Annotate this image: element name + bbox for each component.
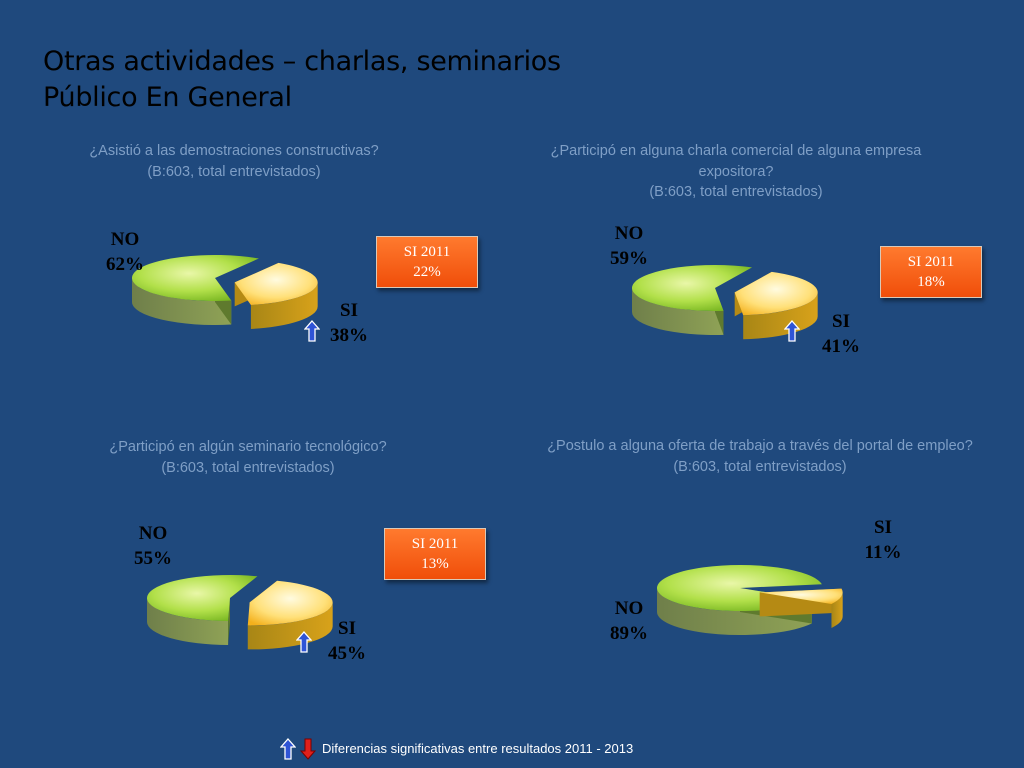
no-slice-side-2-1 bbox=[632, 288, 724, 335]
pie-chart-1 bbox=[132, 255, 318, 329]
si-slice-1 bbox=[234, 262, 318, 305]
question-1: ¿Asistió a las demostraciones constructi… bbox=[34, 141, 434, 182]
si-percent-4: 11% bbox=[864, 542, 902, 563]
badge-1-line-1: SI 2011 bbox=[403, 244, 451, 260]
si-slice-side-2-1 bbox=[743, 292, 818, 340]
si-percent-2: 41% bbox=[822, 336, 860, 357]
si-2011-badge-3: SI 2011 13% bbox=[384, 528, 486, 580]
no-label-2: NO 59% bbox=[598, 221, 660, 271]
question-1-line-1: ¿Asistió a las demostraciones constructi… bbox=[89, 143, 379, 159]
question-4: ¿Postulo a alguna oferta de trabajo a tr… bbox=[500, 436, 1020, 477]
legend-down-arrow-icon bbox=[300, 738, 316, 760]
legend-up-arrow-icon bbox=[280, 738, 296, 760]
badge-2-line-2: 18% bbox=[917, 274, 945, 290]
significance-up-arrow-icon-2 bbox=[784, 320, 800, 342]
question-2-line-2: expositora? bbox=[698, 163, 774, 180]
question-3: ¿Participó en algún seminario tecnológic… bbox=[48, 437, 448, 478]
badge-3-line-1: SI 2011 bbox=[411, 536, 459, 552]
question-1-line-2: (B:603, total entrevistados) bbox=[147, 163, 321, 180]
no-category-1: NO bbox=[110, 229, 140, 250]
si-slice-2 bbox=[734, 271, 818, 316]
question-3-line-2: (B:603, total entrevistados) bbox=[161, 459, 335, 476]
question-4-line-2: (B:603, total entrevistados) bbox=[673, 458, 847, 475]
no-slice-cut-3 bbox=[228, 598, 230, 645]
no-slice-3 bbox=[146, 575, 258, 621]
no-slice-side-1-1 bbox=[132, 278, 232, 325]
question-4-line-1: ¿Postulo a alguna oferta de trabajo a tr… bbox=[547, 438, 973, 454]
question-2-line-1: ¿Participó en alguna charla comercial de… bbox=[550, 143, 922, 159]
si-2011-badge-2: SI 2011 18% bbox=[880, 246, 982, 298]
no-percent-2: 59% bbox=[610, 248, 648, 269]
no-percent-3: 55% bbox=[134, 548, 172, 569]
significance-up-arrow-icon-3 bbox=[296, 631, 312, 653]
si-label-2: SI 41% bbox=[810, 309, 872, 359]
badge-2-line-1: SI 2011 bbox=[907, 254, 955, 270]
pie-chart-2 bbox=[632, 265, 818, 340]
page-title: Otras actividades – charlas, seminarios … bbox=[43, 44, 561, 116]
si-percent-1: 38% bbox=[330, 325, 368, 346]
si-slice-3 bbox=[247, 580, 333, 626]
no-label-3: NO 55% bbox=[122, 521, 184, 571]
no-slice-side-4-1 bbox=[657, 588, 812, 635]
si-slice-side-3-1 bbox=[247, 602, 333, 650]
badge-3-line-2: 13% bbox=[421, 556, 449, 572]
si-category-2: SI bbox=[832, 311, 850, 332]
title-line-1: Otras actividades – charlas, seminarios bbox=[43, 46, 561, 77]
si-label-1: SI 38% bbox=[318, 298, 380, 348]
si-slice-4 bbox=[759, 588, 843, 604]
no-slice-1 bbox=[132, 255, 259, 301]
si-label-4: SI 11% bbox=[852, 515, 914, 565]
no-category-3: NO bbox=[138, 523, 168, 544]
no-percent-1: 62% bbox=[106, 254, 144, 275]
question-2-line-3: (B:603, total entrevistados) bbox=[649, 184, 823, 200]
legend-text: Diferencias significativas entre resulta… bbox=[322, 741, 634, 756]
si-2011-badge-1: SI 2011 22% bbox=[376, 236, 478, 288]
significance-up-arrow-icon-1 bbox=[304, 320, 320, 342]
no-slice-2 bbox=[632, 265, 753, 311]
no-slice-side-3-1 bbox=[147, 598, 229, 645]
si-slice-side-4-1 bbox=[831, 592, 843, 628]
si-percent-3: 45% bbox=[328, 643, 366, 664]
no-percent-4: 89% bbox=[610, 623, 648, 644]
pie-chart-3 bbox=[146, 575, 333, 650]
si-category-1: SI bbox=[340, 300, 358, 321]
question-2: ¿Participó en alguna charla comercial de… bbox=[486, 141, 986, 203]
title-line-2: Público En General bbox=[43, 82, 292, 113]
question-3-line-1: ¿Participó en algún seminario tecnológic… bbox=[109, 439, 387, 455]
no-label-1: NO 62% bbox=[94, 227, 156, 277]
no-label-4: NO 89% bbox=[598, 596, 660, 646]
pie-chart-4 bbox=[657, 565, 843, 635]
si-label-3: SI 45% bbox=[316, 616, 378, 666]
si-category-3: SI bbox=[338, 618, 356, 639]
si-category-4: SI bbox=[874, 517, 892, 538]
no-category-4: NO bbox=[614, 598, 644, 619]
si-slice-side-1-1 bbox=[250, 282, 318, 329]
no-category-2: NO bbox=[614, 223, 644, 244]
badge-1-line-2: 22% bbox=[413, 264, 441, 280]
